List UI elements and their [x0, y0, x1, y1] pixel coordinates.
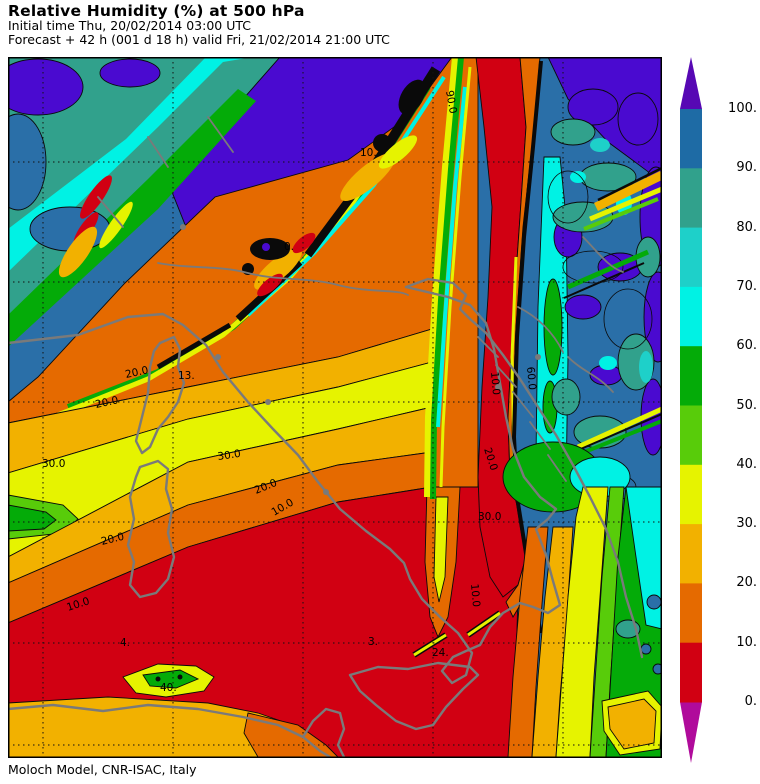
- forecast-valid-line: Forecast + 42 h (001 d 18 h) valid Fri, …: [8, 31, 390, 47]
- contour-label: 90.0: [443, 89, 459, 114]
- colorbar-tick: 50.: [736, 397, 757, 413]
- colorbar-tick: 90.: [736, 160, 757, 176]
- contour-label: 10.0: [468, 583, 482, 607]
- map-header: Relative Humidity (%) at 500 hPa Initial…: [8, 3, 390, 46]
- colorbar-segment: [680, 464, 702, 525]
- contour-label: 20.0: [124, 364, 149, 381]
- colorbar-tick-labels: 100. 90. 80. 70. 60. 50. 40. 30. 20. 10. 0.: [712, 57, 757, 767]
- contour-label: 20.0: [94, 394, 119, 411]
- contour-label: 30.0: [478, 511, 501, 523]
- contour-label: 10.0: [488, 371, 502, 395]
- contour-label: 20.0: [100, 531, 126, 548]
- colorbar-tick: 30.: [736, 516, 757, 532]
- contour-label: 13.: [178, 370, 195, 382]
- colorbar-segment: [680, 227, 702, 288]
- contour-label: 40.: [160, 682, 177, 694]
- colorbar-segment: [680, 405, 702, 466]
- colorbar-segment: [680, 109, 702, 169]
- contour-label: 60.0: [524, 366, 538, 390]
- colorbar-segment: [680, 583, 702, 644]
- contour-label: 4.: [120, 637, 130, 649]
- colorbar-tick: 10.: [736, 634, 757, 650]
- map-border: [8, 57, 662, 758]
- contour-label: 0.: [284, 241, 294, 253]
- contour-label: 24.: [432, 647, 449, 659]
- colorbar-tick: 100.: [728, 101, 757, 117]
- humidity-contour-map: 0.10.90.020.0 13.20.030.030.020.020.010.0…: [8, 57, 662, 758]
- colorbar-tick: 40.: [736, 456, 757, 472]
- contour-fills: [8, 57, 662, 758]
- map-plot-area: 0. 10. 90.0 20.0 13. 20.0 30.0 30.0 20.0 20.0 10.0…: [8, 57, 662, 758]
- colorbar-tick: 60.: [736, 338, 757, 354]
- initial-time-line: Initial time Thu, 20/02/2014 03:00 UTC: [8, 18, 251, 34]
- coastlines: [8, 116, 644, 758]
- colorbar-segment: [680, 346, 702, 406]
- attribution: Moloch Model, CNR-ISAC, Italy: [8, 762, 197, 777]
- colorbar-scale: [680, 57, 702, 763]
- colorbar-segment: [680, 524, 702, 584]
- colorbar-segment: [680, 642, 702, 703]
- colorbar-tick: 80.: [736, 219, 757, 235]
- colorbar-over-arrow: [680, 57, 702, 109]
- colorbar: [675, 57, 760, 767]
- colorbar-tick: 70.: [736, 279, 757, 295]
- contour-label: 30.0: [217, 448, 242, 463]
- page-title: Relative Humidity (%) at 500 hPa: [8, 2, 305, 20]
- contour-label: 10.: [360, 147, 377, 159]
- colorbar-tick: 0.: [744, 694, 757, 710]
- colorbar-tick: 20.: [736, 575, 757, 591]
- colorbar-segment: [680, 168, 702, 229]
- contour-labels: 0.10.90.020.0 13.20.030.030.020.020.010.0…: [42, 89, 538, 694]
- colorbar-segment: [680, 286, 702, 347]
- colorbar-under-arrow: [680, 702, 702, 763]
- contour-label: 30.0: [42, 458, 65, 470]
- contour-label: 3.: [368, 636, 378, 648]
